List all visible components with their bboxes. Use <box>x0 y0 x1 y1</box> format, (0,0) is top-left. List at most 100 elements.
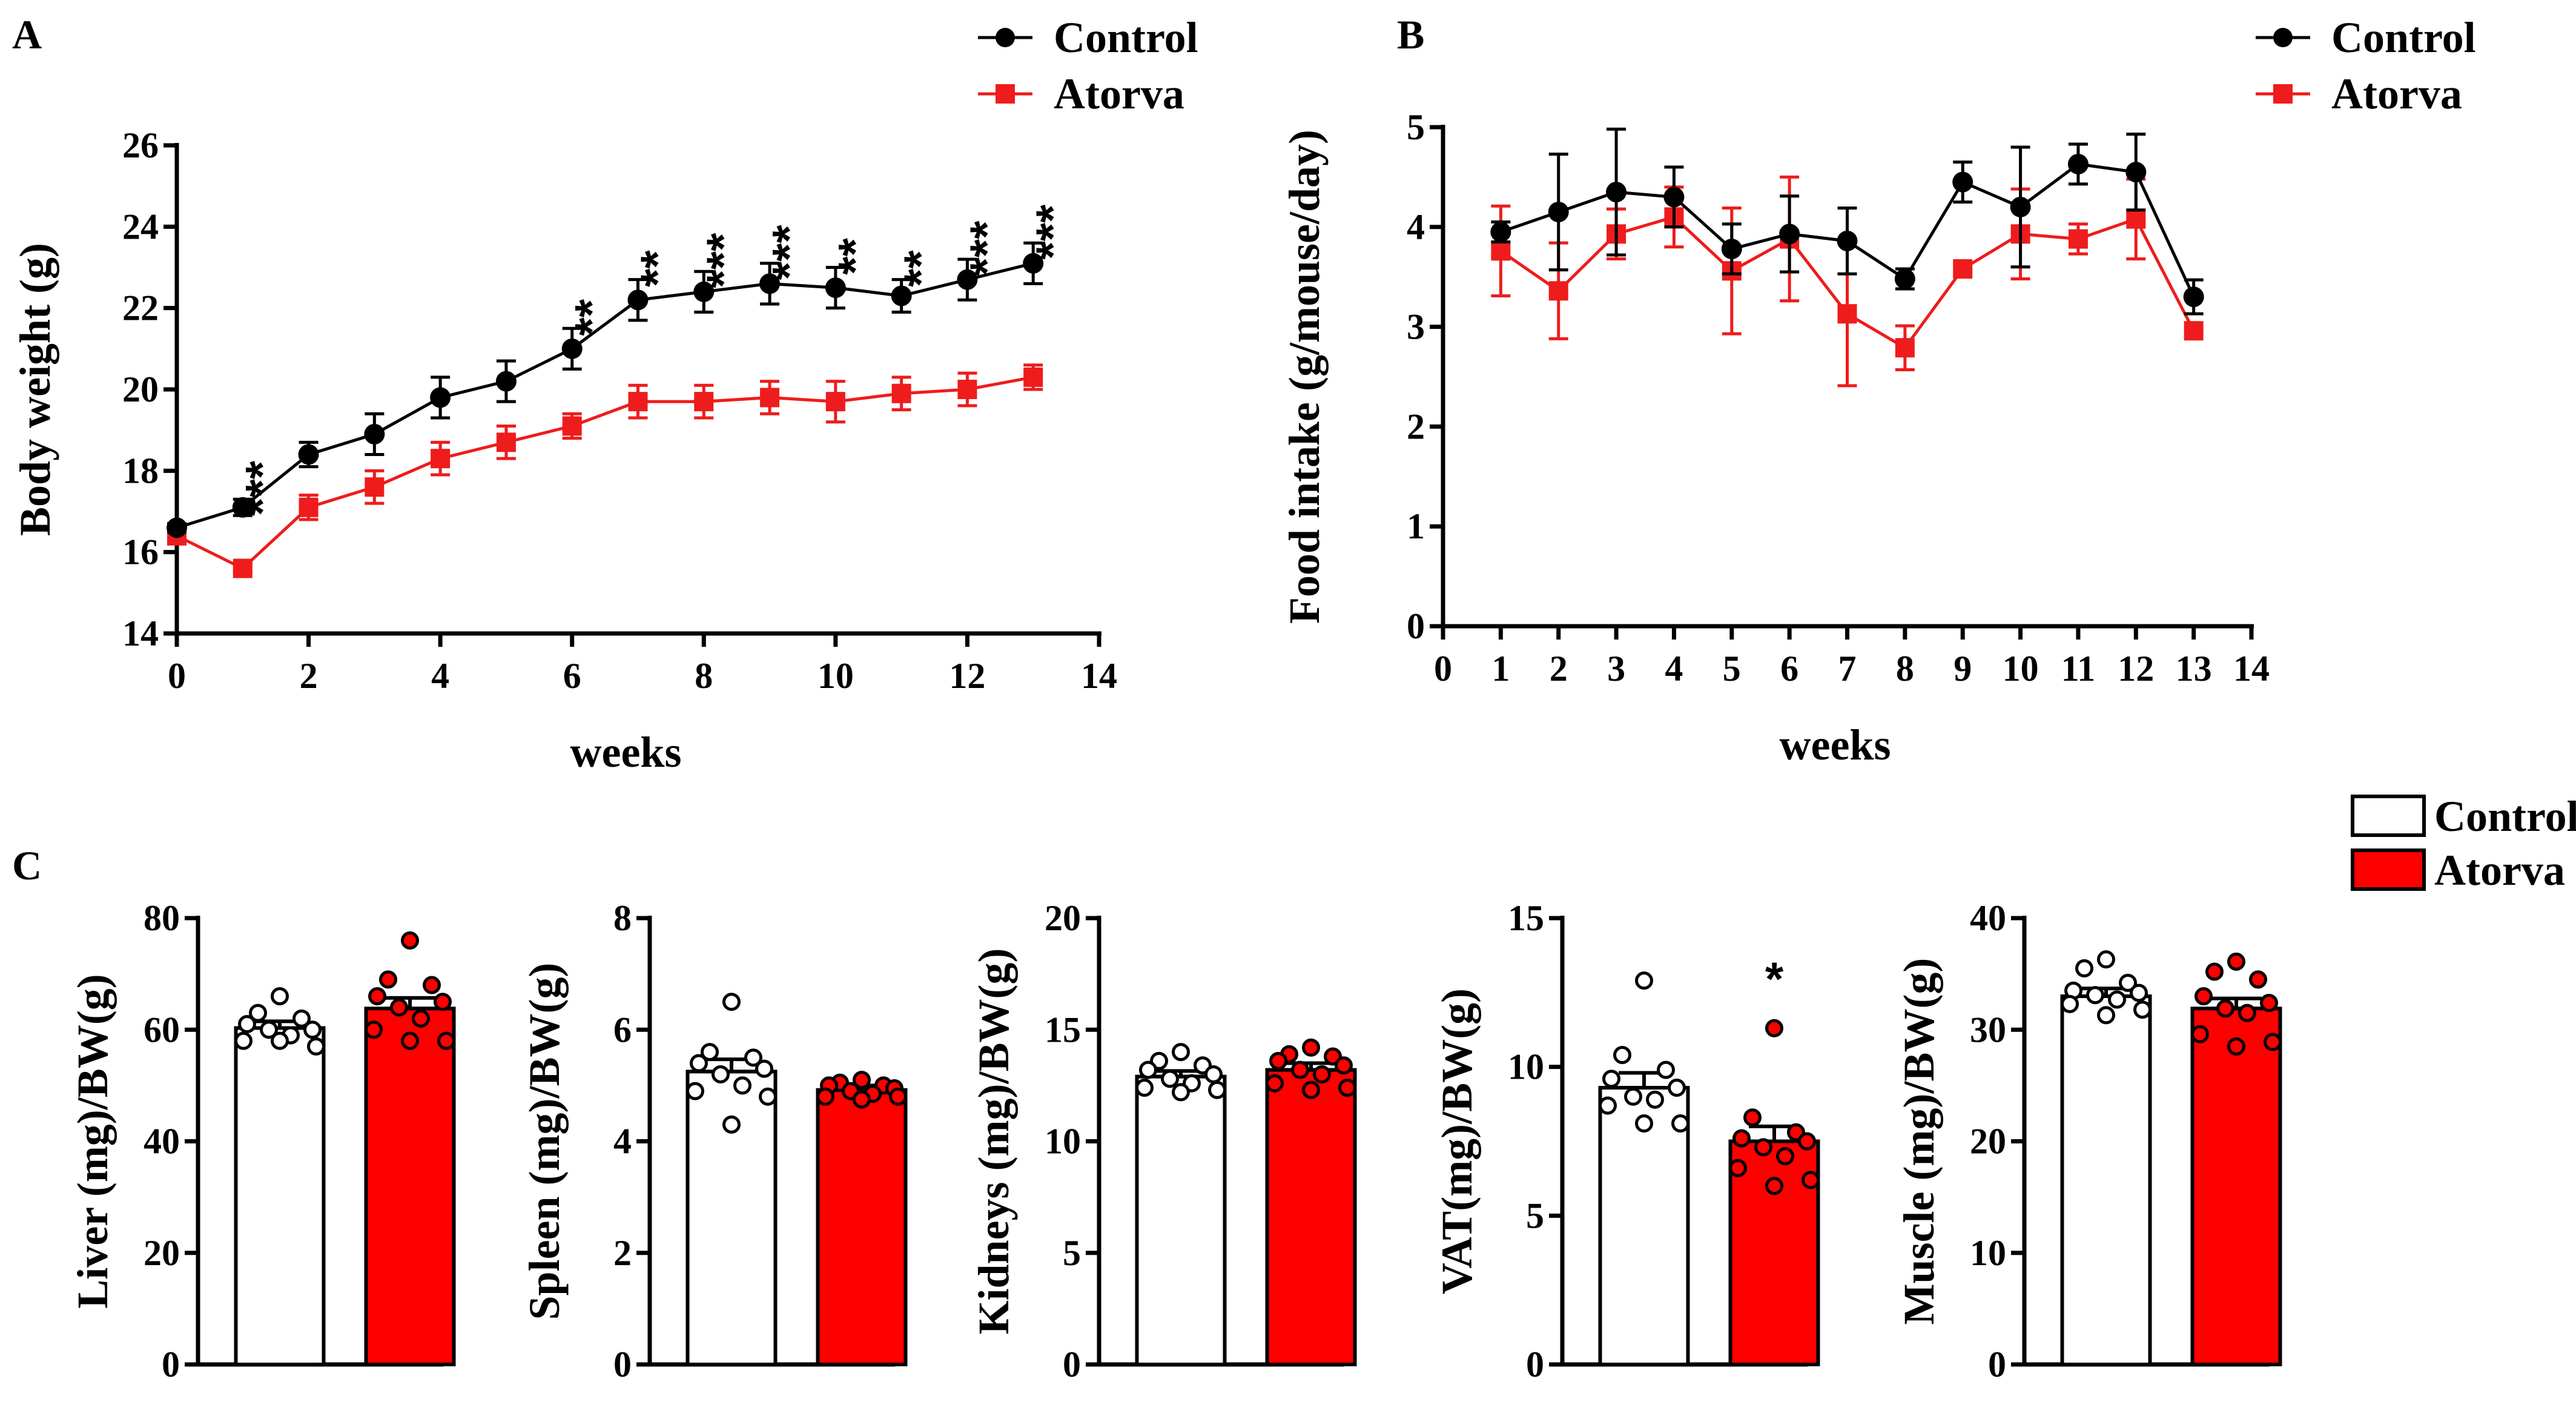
panel-b-x-tick-label: 8 <box>1896 649 1914 689</box>
panel-c1-liver-data-point-atorva <box>365 1020 383 1039</box>
panel-c3-kidneys-data-point-control <box>1172 1043 1190 1062</box>
panel-b-x-axis-title: weeks <box>1780 721 1891 769</box>
panel-c2-spleen-data-point-control <box>733 1076 751 1095</box>
panel-a-x-tick-label: 12 <box>949 656 985 696</box>
panel-a-atorva-point <box>891 383 911 403</box>
panel-a-atorva-point <box>628 392 648 412</box>
panel-c1-liver-data-point-atorva <box>390 998 408 1017</box>
panel-c1-liver-y-tick-label: 20 <box>144 1233 180 1273</box>
panel-c2-spleen-data-point-control <box>701 1043 719 1062</box>
panel-c5-muscle-y-tick-label: 10 <box>1970 1233 2006 1273</box>
panel-c-legend-control-label: Control <box>2434 792 2576 841</box>
panel-c2-spleen-bar-atorva <box>816 1088 908 1366</box>
panel-c-legend-atorva-label: Atorva <box>2434 846 2565 895</box>
panel-c4-vat-data-point-control <box>1602 1070 1620 1088</box>
panel-a-control-point <box>891 285 912 306</box>
panel-a-legend-control-label: Control <box>1054 13 1198 62</box>
panel-b-legend-atorva-marker <box>2273 84 2293 104</box>
panel-c5-muscle-data-point-atorva <box>2205 962 2224 981</box>
panel-c4-vat-bar-control <box>1598 1086 1690 1367</box>
panel-c1-liver-data-point-control <box>307 1037 325 1056</box>
panel-c3-kidneys-data-point-control <box>1161 1070 1179 1088</box>
panel-b-x-tick-label: 3 <box>1607 649 1625 689</box>
panel-c2-spleen-data-point-atorva <box>889 1087 907 1106</box>
panel-c4-vat-data-point-control <box>1599 1096 1617 1115</box>
panel-c4-vat-data-point-atorva <box>1765 1177 1783 1195</box>
panel-a-atorva-point <box>1023 367 1043 387</box>
panel-c3-kidneys-y-tick-label: 0 <box>1063 1344 1081 1384</box>
panel-c4-vat-data-point-atorva <box>1765 1019 1783 1037</box>
panel-c1-liver-data-point-atorva <box>379 970 397 989</box>
panel-c5-muscle-data-point-atorva <box>2195 987 2213 1005</box>
panel-c2-spleen-y-tick-label: 2 <box>613 1233 632 1273</box>
panel-b-x-tick-label: 0 <box>1434 649 1452 689</box>
panel-c1-liver-y-tick-label: 40 <box>144 1122 180 1162</box>
panel-a-significance-marker: ** <box>828 238 881 275</box>
panel-b-atorva-point <box>1491 241 1511 261</box>
panel-c2-spleen-data-point-control <box>722 1115 741 1134</box>
panel-c3-kidneys-y-tick-label: 15 <box>1045 1010 1081 1050</box>
panel-c2-spleen-y-tick-label: 8 <box>613 898 632 938</box>
panel-a-significance-marker: *** <box>235 460 288 516</box>
panel-c1-liver-data-point-control <box>292 1009 311 1028</box>
panel-a-significance-marker: *** <box>960 220 1013 276</box>
panel-c-legend-control-swatch <box>2351 795 2426 837</box>
panel-a-atorva-point <box>233 558 253 578</box>
panel-c1-liver-data-point-control <box>271 987 289 1005</box>
panel-c3-kidneys-data-point-atorva <box>1302 1080 1320 1099</box>
panel-c5-muscle-data-point-atorva <box>2216 999 2234 1018</box>
panel-c4-vat-data-point-atorva <box>1754 1138 1772 1157</box>
panel-c4-vat-data-point-control <box>1624 1087 1642 1106</box>
panel-c5-muscle-y-tick-label: 0 <box>1988 1344 2006 1384</box>
panel-c3-kidneys-data-point-atorva <box>1338 1079 1356 1097</box>
panel-c4-vat-data-point-atorva <box>1798 1132 1816 1151</box>
panel-a-significance-marker: *** <box>762 225 816 280</box>
panel-c2-spleen-data-point-atorva <box>853 1090 871 1109</box>
panel-b-control-point <box>1490 222 1511 243</box>
panel-a-x-tick-label: 8 <box>695 656 713 696</box>
panel-b-atorva-point <box>2184 321 2204 341</box>
panel-c4-vat-data-point-control <box>1668 1079 1686 1097</box>
panel-c4-vat-data-point-atorva <box>1729 1159 1747 1177</box>
panel-a-control-point <box>430 387 451 408</box>
panel-b-control-point <box>1606 182 1627 203</box>
panel-c-label: C <box>12 842 42 888</box>
panel-c3-kidneys-data-point-atorva <box>1335 1056 1353 1075</box>
panel-a-control-line <box>176 262 1034 529</box>
panel-c2-spleen-y-axis-title: Spleen (mg)/BW(g) <box>520 963 569 1320</box>
panel-c3-kidneys-data-point-control <box>1139 1060 1157 1079</box>
panel-c5-muscle-bar-control <box>2060 994 2152 1366</box>
panel-c5-muscle-bar-atorva <box>2190 1007 2282 1367</box>
panel-c5-muscle-data-point-control <box>2075 959 2093 977</box>
panel-c5-muscle-data-point-atorva <box>2227 952 2245 971</box>
panel-c4-vat-data-point-atorva <box>1776 1147 1794 1166</box>
panel-b-control-point <box>2183 286 2204 308</box>
panel-b-x-tick-label: 2 <box>1550 649 1568 689</box>
panel-a-y-axis-title: Body weight (g) <box>11 243 59 536</box>
panel-a-control-point <box>627 289 649 311</box>
panel-b-y-axis-title: Food intake (g/mouse/day) <box>1280 130 1329 624</box>
panel-c5-muscle-data-point-control <box>2086 986 2104 1005</box>
panel-c5-muscle-data-point-control <box>2119 973 2137 992</box>
panel-c1-liver-y-tick-label: 80 <box>144 898 180 938</box>
panel-b-y-tick-label: 0 <box>1407 606 1425 646</box>
panel-a-y-tick-label: 24 <box>122 207 159 246</box>
panel-c4-vat-data-point-atorva <box>1802 1171 1820 1189</box>
panel-c1-liver-data-point-control <box>303 1020 322 1039</box>
panel-c5-muscle-y-tick-label: 20 <box>1970 1122 2006 1162</box>
panel-b-y-tick-label: 4 <box>1407 207 1425 247</box>
panel-c2-spleen-y-tick-label: 0 <box>613 1344 632 1384</box>
panel-a-significance-marker: ** <box>564 299 618 336</box>
panel-c2-spleen-data-point-control <box>722 993 741 1011</box>
panel-c1-liver-data-point-control <box>260 1020 278 1039</box>
panel-b-atorva-point <box>1837 304 1857 324</box>
panel-c1-liver-data-point-atorva <box>401 931 419 950</box>
panel-b-legend-control-marker <box>2273 28 2293 47</box>
panel-c3-kidneys-bar-control <box>1135 1074 1227 1366</box>
panel-c1-liver-data-point-atorva <box>423 976 441 994</box>
panel-c3-kidneys-y-axis-title: Kidneys (mg)/BW(g) <box>969 948 1018 1335</box>
panel-b-y-tick-label: 3 <box>1407 307 1425 347</box>
panel-a-atorva-point <box>825 392 845 412</box>
panel-a-significance-marker: ** <box>630 250 684 287</box>
